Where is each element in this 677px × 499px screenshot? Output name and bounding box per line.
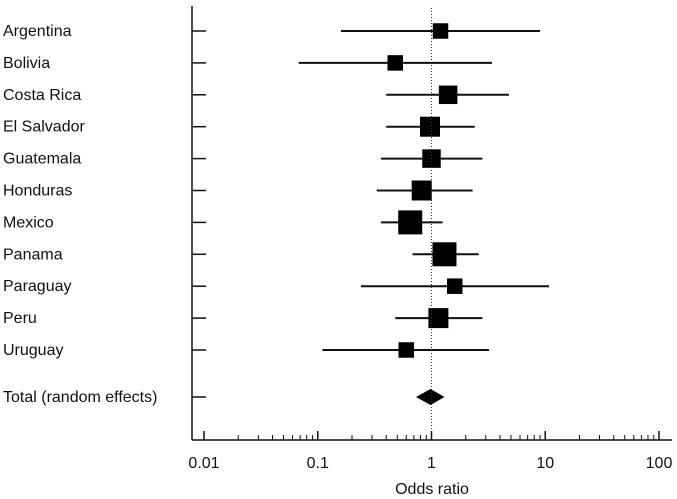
study-label: Mexico [3, 214, 54, 231]
study-row: Uruguay [3, 342, 489, 359]
study-label: Costa Rica [3, 87, 81, 104]
odds-ratio-marker [398, 342, 415, 358]
study-row: Bolivia [3, 55, 492, 72]
odds-ratio-marker [411, 180, 432, 201]
study-row: Honduras [3, 180, 473, 201]
x-tick-label: 0.1 [307, 455, 329, 472]
odds-ratio-marker [419, 116, 440, 137]
study-row: Mexico [3, 210, 443, 235]
odds-ratio-marker [446, 278, 463, 294]
study-row: Guatemala [3, 149, 483, 168]
study-label: Argentina [3, 23, 72, 40]
x-tick-label: 100 [646, 455, 673, 472]
total-label: Total (random effects) [3, 389, 157, 406]
study-label: Guatemala [3, 151, 81, 168]
odds-ratio-marker [432, 23, 449, 39]
odds-ratio-marker [428, 308, 449, 329]
study-label: Paraguay [3, 278, 72, 295]
total-row: Total (random effects) [3, 389, 445, 406]
study-label: Peru [3, 310, 37, 327]
odds-ratio-marker [438, 85, 458, 105]
odds-ratio-marker [398, 210, 423, 235]
study-row: Costa Rica [3, 85, 509, 105]
x-tick-label: 10 [536, 455, 554, 472]
x-tick-label: 0.01 [188, 455, 219, 472]
pooled-estimate-diamond [415, 389, 445, 405]
study-row: El Salvador [3, 116, 475, 137]
study-label: Bolivia [3, 55, 50, 72]
study-label: Panama [3, 246, 63, 263]
study-row: Argentina [3, 23, 541, 40]
study-label: Honduras [3, 183, 72, 200]
x-ticks: 0.01 0.1 1 10 100 [188, 431, 672, 472]
odds-ratio-marker [387, 55, 403, 71]
x-tick-label: 1 [427, 455, 436, 472]
study-label: El Salvador [3, 119, 85, 136]
study-row: Paraguay [3, 278, 550, 295]
x-axis-title: Odds ratio [395, 481, 469, 498]
study-rows: Argentina Bolivia Costa Rica El Salvador Gua… [3, 23, 550, 359]
study-row: Panama [3, 242, 479, 267]
odds-ratio-marker [432, 242, 457, 267]
study-label: Uruguay [3, 342, 63, 359]
study-row: Peru [3, 308, 483, 329]
